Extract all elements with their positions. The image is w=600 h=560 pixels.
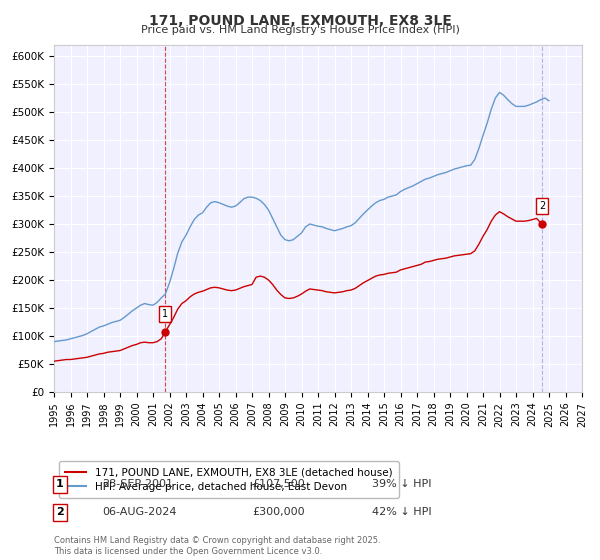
Legend: 171, POUND LANE, EXMOUTH, EX8 3LE (detached house), HPI: Average price, detached: 171, POUND LANE, EXMOUTH, EX8 3LE (detac… <box>59 461 398 498</box>
Text: 28-SEP-2001: 28-SEP-2001 <box>102 479 173 489</box>
Text: 39% ↓ HPI: 39% ↓ HPI <box>372 479 431 489</box>
Text: 1: 1 <box>56 479 64 489</box>
Text: £300,000: £300,000 <box>252 507 305 517</box>
Text: 1: 1 <box>163 309 169 319</box>
Text: £107,500: £107,500 <box>252 479 305 489</box>
Text: 171, POUND LANE, EXMOUTH, EX8 3LE: 171, POUND LANE, EXMOUTH, EX8 3LE <box>149 14 451 28</box>
Text: Contains HM Land Registry data © Crown copyright and database right 2025.
This d: Contains HM Land Registry data © Crown c… <box>54 536 380 556</box>
Text: 06-AUG-2024: 06-AUG-2024 <box>102 507 176 517</box>
Text: Price paid vs. HM Land Registry's House Price Index (HPI): Price paid vs. HM Land Registry's House … <box>140 25 460 35</box>
Text: 2: 2 <box>539 201 545 211</box>
Text: 2: 2 <box>56 507 64 517</box>
Text: 42% ↓ HPI: 42% ↓ HPI <box>372 507 431 517</box>
